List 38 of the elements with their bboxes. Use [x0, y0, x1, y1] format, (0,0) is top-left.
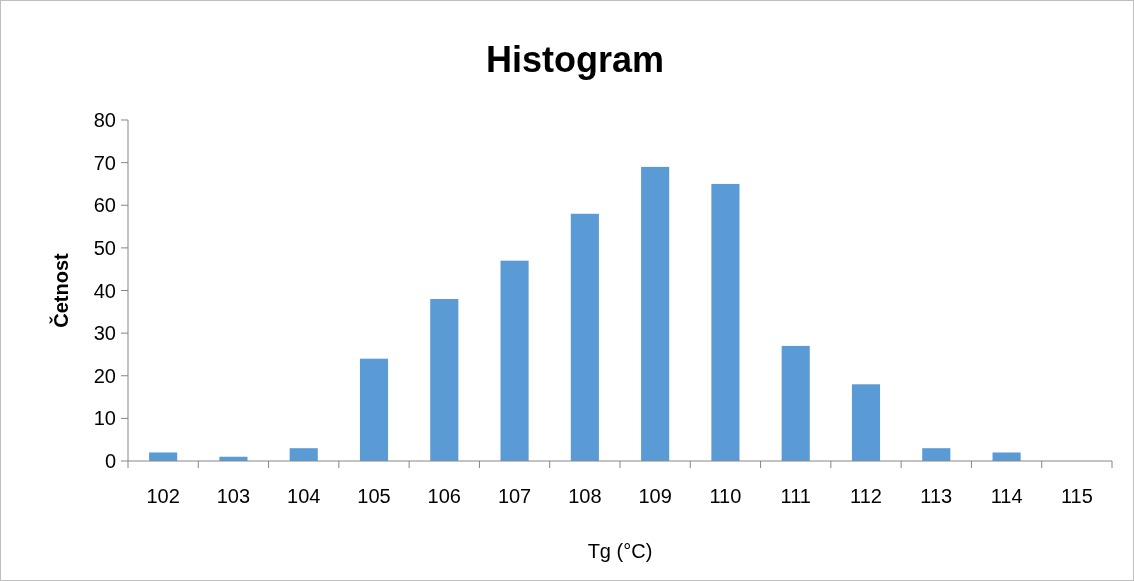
bar [430, 299, 459, 461]
bar [359, 358, 389, 461]
x-axis-title: Tg (°C) [587, 540, 653, 562]
y-tick-label: 0 [104, 450, 116, 472]
bar [992, 452, 1021, 461]
x-tick-label: 105 [357, 485, 391, 507]
bar [781, 345, 810, 461]
y-tick-label: 40 [93, 279, 116, 302]
x-tick-label: 115 [1060, 485, 1093, 507]
y-tick-label: 70 [93, 151, 116, 174]
y-tick-label: 20 [93, 364, 116, 387]
x-tick-label: 106 [427, 485, 461, 507]
chart-title: Histogram [485, 39, 665, 80]
bar [851, 384, 881, 461]
y-tick-label: 10 [93, 407, 116, 430]
bar [149, 452, 178, 461]
y-axis-title: Četnost [49, 252, 72, 328]
x-tick-label: 108 [568, 485, 602, 507]
x-tick-label: 113 [920, 485, 953, 507]
x-tick-label: 109 [638, 485, 672, 507]
bar [570, 213, 599, 461]
y-tick-label: 50 [93, 236, 116, 259]
y-tick-label: 80 [93, 109, 116, 131]
x-tick-label: 111 [780, 485, 811, 507]
x-tick-label: 112 [850, 485, 882, 507]
x-tick-label: 114 [990, 485, 1023, 507]
x-tick-label: 102 [146, 485, 180, 507]
x-tick-label: 107 [497, 485, 532, 507]
y-tick-label: 60 [93, 194, 116, 217]
x-tick-label: 103 [216, 485, 251, 507]
bar [289, 448, 318, 461]
bar [641, 166, 670, 461]
y-tick-label: 30 [93, 322, 116, 345]
x-tick-label: 110 [709, 485, 742, 507]
x-tick-label: 104 [287, 485, 321, 507]
bar [922, 448, 951, 461]
bar [500, 260, 529, 461]
bar [711, 183, 740, 461]
